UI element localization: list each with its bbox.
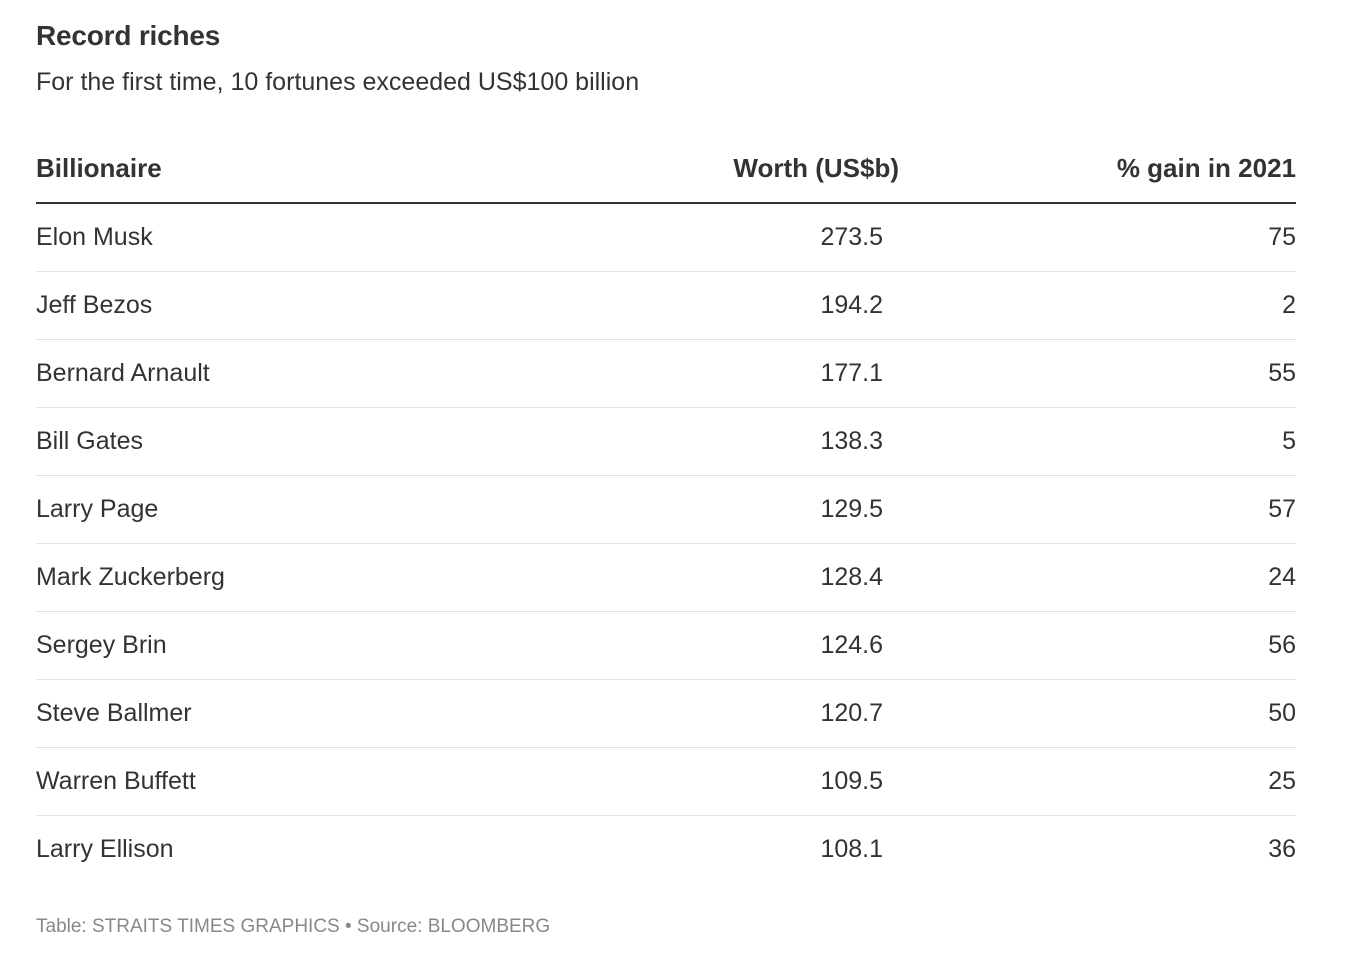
billionaire-cell: Steve Ballmer xyxy=(36,699,192,727)
table-row: Steve Ballmer 120.7 50 xyxy=(36,680,1296,748)
gain-cell: 55 xyxy=(1268,359,1296,387)
worth-cell: 120.7 xyxy=(820,699,883,727)
worth-cell: 129.5 xyxy=(820,495,883,523)
table-row: Mark Zuckerberg 128.4 24 xyxy=(36,544,1296,612)
billionaire-cell: Sergey Brin xyxy=(36,631,167,659)
table-body: Elon Musk 273.5 75 Jeff Bezos 194.2 2 Bernard … xyxy=(36,204,1296,883)
source-footer: Table: STRAITS TIMES GRAPHICS • Source: … xyxy=(36,916,551,937)
worth-cell: 109.5 xyxy=(820,767,883,795)
billionaire-cell: Mark Zuckerberg xyxy=(36,563,225,591)
gain-cell: 2 xyxy=(1282,291,1296,319)
worth-cell: 138.3 xyxy=(820,427,883,455)
gain-cell: 24 xyxy=(1268,563,1296,591)
chart-title: Record riches xyxy=(36,20,221,51)
gain-cell: 5 xyxy=(1282,427,1296,455)
billionaire-cell: Bill Gates xyxy=(36,427,143,455)
table-row: Elon Musk 273.5 75 xyxy=(36,204,1296,272)
gain-cell: 57 xyxy=(1268,495,1296,523)
table-row: Bernard Arnault 177.1 55 xyxy=(36,340,1296,408)
chart-subtitle: For the first time, 10 fortunes exceeded… xyxy=(36,68,640,96)
gain-cell: 75 xyxy=(1268,223,1296,251)
column-header-worth: Worth (US$b) xyxy=(733,153,899,183)
table-row: Jeff Bezos 194.2 2 xyxy=(36,272,1296,340)
billionaire-cell: Elon Musk xyxy=(36,223,153,251)
column-header-gain: % gain in 2021 xyxy=(1116,153,1296,183)
billionaire-cell: Larry Ellison xyxy=(36,835,174,863)
worth-cell: 108.1 xyxy=(820,835,883,863)
billionaire-cell: Warren Buffett xyxy=(36,767,196,795)
gain-cell: 50 xyxy=(1268,699,1296,727)
worth-cell: 124.6 xyxy=(820,631,883,659)
table-row: Bill Gates 138.3 5 xyxy=(36,408,1296,476)
gain-cell: 56 xyxy=(1268,631,1296,659)
gain-cell: 36 xyxy=(1268,835,1296,863)
table-row: Larry Page 129.5 57 xyxy=(36,476,1296,544)
column-header-billionaire: Billionaire xyxy=(36,153,162,183)
gain-cell: 25 xyxy=(1268,767,1296,795)
worth-cell: 177.1 xyxy=(820,359,883,387)
table-row: Larry Ellison 108.1 36 xyxy=(36,816,1296,883)
billionaire-cell: Bernard Arnault xyxy=(36,359,210,387)
worth-cell: 194.2 xyxy=(820,291,883,319)
billionaire-cell: Jeff Bezos xyxy=(36,291,153,319)
table-row: Warren Buffett 109.5 25 xyxy=(36,748,1296,816)
table-header: Billionaire Worth (US$b) % gain in 2021 xyxy=(36,136,1296,204)
billionaire-cell: Larry Page xyxy=(36,495,159,523)
worth-cell: 128.4 xyxy=(820,563,883,591)
table-row: Sergey Brin 124.6 56 xyxy=(36,612,1296,680)
worth-cell: 273.5 xyxy=(820,223,883,251)
data-table: Billionaire Worth (US$b) % gain in 2021 … xyxy=(36,136,1296,883)
